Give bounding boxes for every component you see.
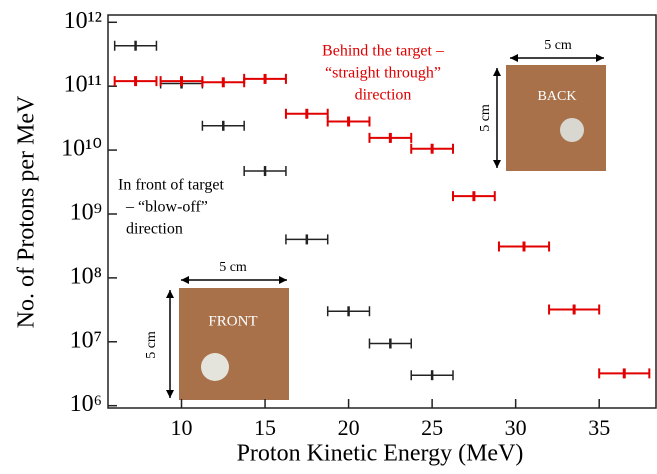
annotation: FRONT xyxy=(208,313,257,329)
y-tick-label: 10⁷ xyxy=(70,327,102,353)
annotation: Behind the target – xyxy=(322,43,445,60)
annotation: – “blow-off” xyxy=(125,199,208,216)
x-tick-label: 30 xyxy=(505,415,527,440)
y-tick-label: 10⁸ xyxy=(70,263,102,289)
front-photo: 5 cm 5 cm FRONT xyxy=(144,260,289,400)
x-tick-label: 20 xyxy=(338,415,360,440)
y-tick-label: 10⁶ xyxy=(70,391,102,417)
spot xyxy=(201,353,229,381)
annotation: In front of target xyxy=(118,177,224,194)
y-tick-label: 10¹⁰ xyxy=(61,136,102,162)
spot xyxy=(560,118,584,142)
x-tick-label: 10 xyxy=(171,415,193,440)
annotation: direction xyxy=(355,87,412,104)
plot-frame xyxy=(107,14,657,409)
back-photo: 5 cm 5 cm BACK xyxy=(478,38,606,171)
annotation: 5 cm xyxy=(144,331,159,359)
annotation: “straight through” xyxy=(325,65,441,82)
y-tick-label: 10¹¹ xyxy=(64,72,102,98)
x-tick-label: 25 xyxy=(421,415,443,440)
annotation: 5 cm xyxy=(478,104,493,132)
annotation: BACK xyxy=(538,89,577,104)
y-tick-label: 10¹² xyxy=(64,8,102,34)
y-tick-label: 10⁹ xyxy=(70,199,102,225)
annotation: 5 cm xyxy=(544,38,572,53)
x-axis-title: Proton Kinetic Energy (MeV) xyxy=(237,441,524,467)
y-axis-title: No. of Protons per MeV xyxy=(14,95,40,328)
photo xyxy=(179,288,289,400)
photo xyxy=(506,65,606,171)
annotation: direction xyxy=(126,221,183,238)
x-tick-label: 15 xyxy=(254,415,276,440)
annotation: 5 cm xyxy=(219,260,247,275)
x-tick-label: 35 xyxy=(588,415,610,440)
